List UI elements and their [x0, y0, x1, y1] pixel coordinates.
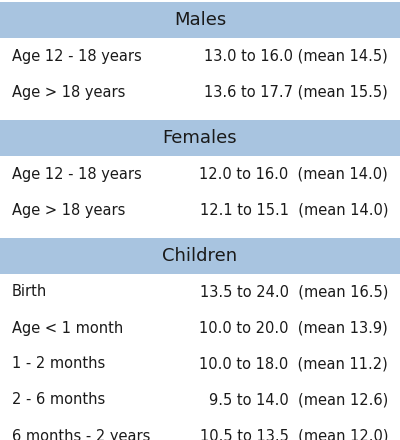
Text: 6 months - 2 years: 6 months - 2 years: [12, 429, 150, 440]
Text: 13.6 to 17.7 (mean 15.5): 13.6 to 17.7 (mean 15.5): [204, 84, 388, 99]
Text: Birth: Birth: [12, 285, 47, 300]
Text: Males: Males: [174, 11, 226, 29]
Bar: [0, 274, 400, 310]
Text: 10.0 to 18.0  (mean 11.2): 10.0 to 18.0 (mean 11.2): [199, 356, 388, 371]
Text: 1 - 2 months: 1 - 2 months: [12, 356, 105, 371]
Bar: [0, 418, 400, 440]
Bar: [0, 346, 400, 382]
Text: Age > 18 years: Age > 18 years: [12, 202, 125, 217]
Text: Age 12 - 18 years: Age 12 - 18 years: [12, 166, 142, 181]
Text: 13.0 to 16.0 (mean 14.5): 13.0 to 16.0 (mean 14.5): [204, 48, 388, 63]
Bar: [0, 382, 400, 418]
Text: 10.5 to 13.5  (mean 12.0): 10.5 to 13.5 (mean 12.0): [200, 429, 388, 440]
Bar: [0, 38, 400, 74]
Text: 2 - 6 months: 2 - 6 months: [12, 392, 105, 407]
Bar: [0, 120, 400, 156]
Text: 10.0 to 20.0  (mean 13.9): 10.0 to 20.0 (mean 13.9): [199, 320, 388, 335]
Bar: [0, 2, 400, 38]
Bar: [0, 192, 400, 228]
Text: Children: Children: [162, 247, 238, 265]
Text: 12.0 to 16.0  (mean 14.0): 12.0 to 16.0 (mean 14.0): [199, 166, 388, 181]
Text: 13.5 to 24.0  (mean 16.5): 13.5 to 24.0 (mean 16.5): [200, 285, 388, 300]
Text: 12.1 to 15.1  (mean 14.0): 12.1 to 15.1 (mean 14.0): [200, 202, 388, 217]
Bar: [0, 310, 400, 346]
Text: Age < 1 month: Age < 1 month: [12, 320, 123, 335]
Text: Age > 18 years: Age > 18 years: [12, 84, 125, 99]
Bar: [0, 238, 400, 274]
Bar: [0, 74, 400, 110]
Text: 9.5 to 14.0  (mean 12.6): 9.5 to 14.0 (mean 12.6): [209, 392, 388, 407]
Text: Age 12 - 18 years: Age 12 - 18 years: [12, 48, 142, 63]
Text: Females: Females: [163, 129, 237, 147]
Bar: [0, 156, 400, 192]
